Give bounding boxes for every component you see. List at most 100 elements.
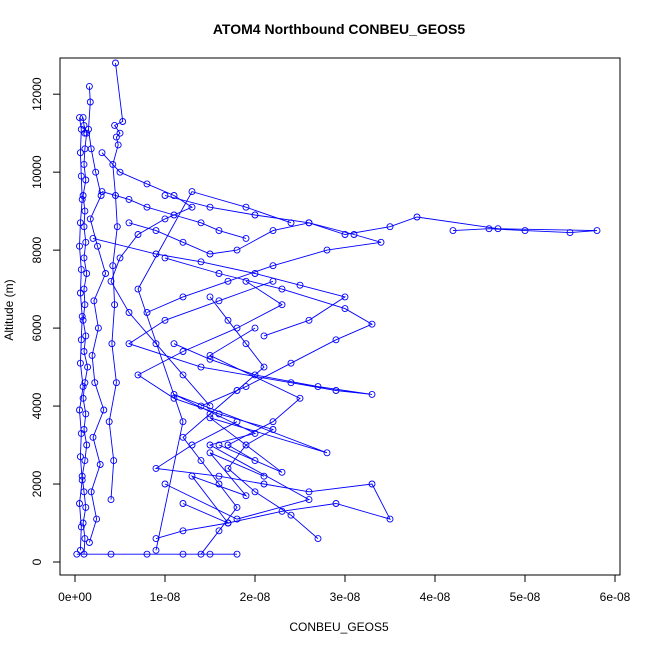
data-point (206, 355, 214, 363)
data-point (449, 227, 457, 235)
data-point (114, 141, 122, 149)
series-line (108, 62, 124, 500)
data-point (566, 229, 574, 237)
x-tick-label: 0e+00 (58, 590, 92, 604)
data-point (107, 550, 115, 558)
y-tick-label: 0 (30, 558, 44, 565)
data-point (134, 285, 142, 293)
data-point (521, 227, 529, 235)
data-point (76, 500, 83, 507)
data-point (287, 379, 295, 387)
data-point (91, 379, 99, 387)
data-point (269, 418, 277, 426)
data-point (233, 387, 241, 394)
data-point (112, 379, 120, 387)
data-point (109, 262, 117, 270)
data-point (76, 114, 83, 122)
data-point (179, 500, 187, 507)
data-point (278, 301, 286, 309)
data-point (368, 390, 376, 398)
data-point (161, 192, 169, 199)
data-point (332, 387, 340, 394)
data-point (188, 472, 196, 480)
data-point (78, 476, 86, 484)
x-axis-label: CONBEU_GEOS5 (289, 620, 389, 634)
data-point (251, 270, 259, 277)
data-point (206, 441, 214, 449)
data-point (341, 231, 349, 238)
data-point (79, 114, 87, 122)
data-point (242, 492, 250, 500)
data-point (206, 410, 214, 418)
data-point (197, 258, 205, 266)
data-point (116, 129, 124, 137)
data-point (305, 496, 313, 504)
data-point (251, 429, 259, 437)
data-point (260, 480, 268, 488)
data-point (83, 129, 91, 137)
data-point (152, 227, 160, 235)
data-point (81, 535, 89, 543)
data-point (116, 168, 124, 176)
x-tick-label: 4e-08 (420, 590, 451, 604)
data-point (377, 238, 385, 246)
data-point (386, 515, 394, 523)
data-point (215, 227, 223, 235)
data-point (76, 359, 84, 367)
data-point (112, 59, 119, 67)
data-point (260, 472, 268, 480)
series-line (137, 191, 292, 551)
data-point (386, 223, 394, 231)
data-point (224, 441, 232, 449)
data-point (77, 266, 85, 274)
data-point (73, 550, 81, 558)
data-point (224, 464, 232, 472)
data-point (86, 215, 94, 223)
data-point (188, 203, 196, 211)
data-point (206, 402, 214, 410)
data-point (78, 195, 86, 203)
data-point (224, 519, 232, 527)
data-point (197, 363, 205, 371)
series-line (146, 195, 382, 313)
data-point (593, 227, 601, 235)
data-point (197, 219, 205, 227)
data-point (134, 371, 142, 379)
data-point (242, 234, 250, 242)
series-line (88, 86, 107, 543)
data-point (125, 219, 133, 227)
data-point (251, 457, 259, 465)
data-point (485, 225, 493, 233)
data-point (125, 340, 133, 348)
data-point (79, 519, 87, 527)
y-tick-label: 6000 (30, 314, 44, 341)
data-point (224, 277, 232, 285)
data-point (242, 340, 250, 348)
data-point (206, 449, 214, 457)
data-point (242, 383, 250, 391)
data-point (78, 312, 86, 320)
data-point (251, 488, 259, 496)
chart-title: ATOM4 Northbound CONBEU_GEOS5 (213, 21, 465, 37)
series-6 (125, 277, 376, 398)
x-tick-label: 2e-08 (240, 590, 271, 604)
data-point (215, 410, 223, 418)
series-2 (85, 82, 110, 546)
data-point (206, 414, 214, 422)
data-point (314, 383, 322, 391)
data-point (215, 472, 223, 480)
data-point (76, 546, 84, 554)
y-tick-label: 12000 (30, 77, 44, 111)
data-point (94, 242, 101, 250)
series-18 (179, 449, 268, 527)
data-point (96, 461, 104, 468)
data-point (323, 246, 331, 254)
data-point (269, 227, 277, 235)
data-point (81, 379, 89, 387)
data-point (269, 262, 277, 270)
data-point (179, 371, 187, 379)
data-point (287, 511, 295, 519)
x-tick-label: 3e-08 (330, 590, 361, 604)
data-point (108, 340, 116, 348)
data-point (80, 223, 88, 231)
